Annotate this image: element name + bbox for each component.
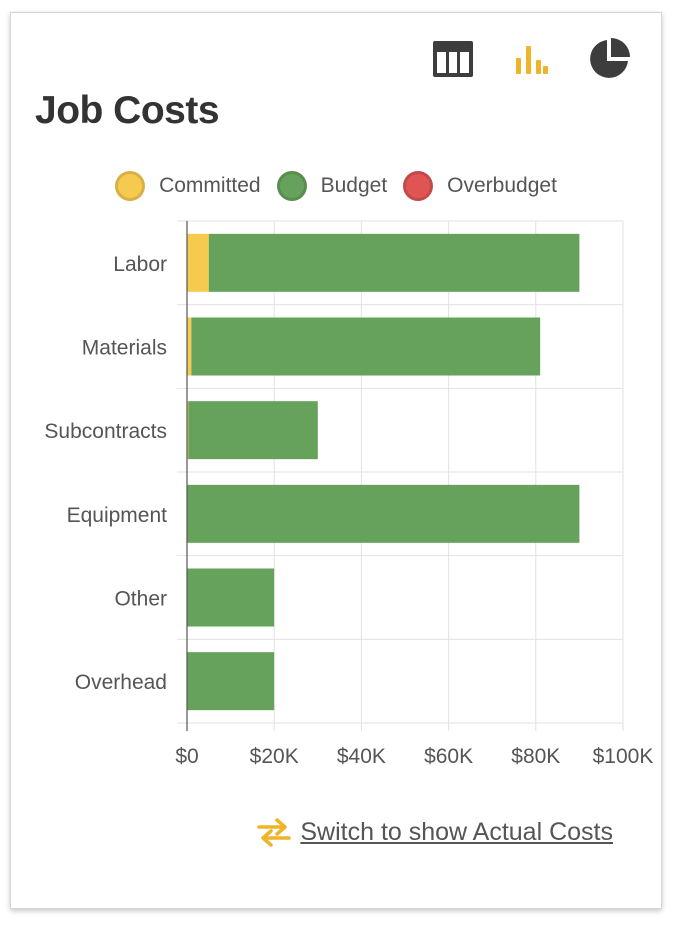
pie-view-button[interactable] [587, 37, 631, 81]
x-tick-label-0: $0 [175, 745, 198, 768]
bar-materials-budget [191, 317, 541, 376]
legend-label-committed: Committed [159, 174, 261, 197]
category-label-subcontracts: Subcontracts [44, 420, 167, 443]
switch-actual-costs-label: Switch to show Actual Costs [300, 817, 613, 846]
bar-subcontracts-budget [188, 401, 318, 460]
legend-item-overbudget[interactable]: Overbudget [403, 171, 557, 201]
x-tick-label-4: $80K [511, 745, 560, 768]
table-view-button[interactable] [431, 37, 475, 81]
bar-labor-budget [208, 233, 580, 292]
legend-item-committed[interactable]: Committed [115, 171, 261, 201]
legend-swatch-committed [115, 171, 146, 201]
chart-legend: Committed Budget Overbudget [11, 171, 661, 201]
bar-chart-icon [516, 46, 548, 74]
bar-subcontracts-committed [187, 401, 189, 460]
table-icon [433, 41, 473, 77]
category-label-overhead: Overhead [75, 671, 167, 694]
bar-view-button[interactable] [509, 37, 553, 81]
x-tick-label-5: $100K [593, 745, 654, 768]
bar-other-budget [187, 568, 275, 627]
category-label-materials: Materials [82, 337, 167, 360]
swap-arrows-icon [257, 818, 292, 847]
category-label-equipment: Equipment [67, 504, 168, 527]
x-tick-label-2: $40K [337, 745, 386, 768]
legend-swatch-overbudget [403, 171, 434, 201]
bar-equipment-budget [187, 484, 580, 543]
x-tick-label-1: $20K [250, 745, 299, 768]
category-label-other: Other [114, 588, 167, 611]
legend-item-budget[interactable]: Budget [276, 171, 388, 201]
bar-overhead-budget [187, 652, 275, 711]
job-costs-card: Job Costs Committed Budget Overbudget La… [10, 12, 662, 909]
legend-swatch-budget [276, 171, 307, 201]
chart-title: Job Costs [35, 89, 220, 132]
legend-label-budget: Budget [320, 174, 388, 197]
bar-materials-committed [187, 317, 192, 376]
x-tick-label-3: $60K [424, 745, 473, 768]
view-toolbar [431, 37, 631, 81]
switch-actual-costs-link[interactable]: Switch to show Actual Costs [256, 817, 613, 847]
bar-labor-committed [187, 233, 209, 292]
pie-chart-icon [590, 38, 630, 78]
legend-label-overbudget: Overbudget [447, 174, 557, 197]
bar-chart: Labor Materials Subcontracts Equipment Other… [44, 220, 654, 768]
category-label-labor: Labor [113, 253, 167, 276]
